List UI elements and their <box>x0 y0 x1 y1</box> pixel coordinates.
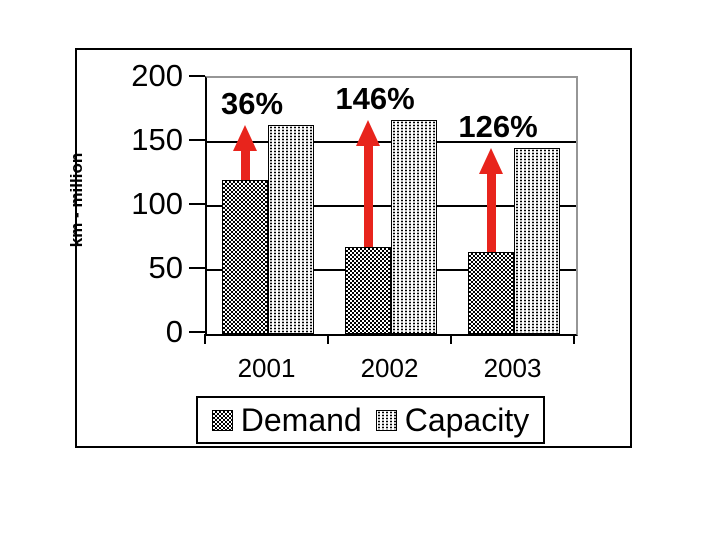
y-axis-label-200: 200 <box>131 58 183 93</box>
x-axis-tick-0 <box>204 334 206 344</box>
arrow-shaft <box>363 142 373 247</box>
legend-label-demand: Demand <box>240 402 362 438</box>
y-axis-tick-100 <box>189 203 205 205</box>
percent-label-2002: 146% <box>335 81 415 117</box>
percent-label-2003: 126% <box>458 109 538 145</box>
x-axis-label-2002: 2002 <box>360 353 419 383</box>
growth-arrow-2001 <box>233 125 257 181</box>
x-axis-tick-2 <box>450 334 452 344</box>
arrow-head-icon <box>356 120 380 147</box>
bar-demand-2003 <box>468 252 514 334</box>
x-axis-label-2003: 2003 <box>483 353 542 383</box>
legend-item-demand: Demand <box>211 402 362 438</box>
y-axis-tick-150 <box>189 139 205 141</box>
legend: Demand Capacity <box>196 396 545 444</box>
y-axis-label-50: 50 <box>148 250 183 285</box>
chart-frame: km - million 36% 146% 126% 0 50 100 150 200 200… <box>68 48 632 448</box>
x-axis-label-2001: 2001 <box>237 353 296 383</box>
bar-capacity-2001 <box>268 125 314 334</box>
percent-label-2001: 36% <box>220 86 284 122</box>
arrow-head-icon <box>479 148 503 175</box>
y-axis-label-100: 100 <box>131 186 183 221</box>
y-axis-title-text: km - million <box>67 152 87 248</box>
y-axis-tick-200 <box>189 75 205 77</box>
bar-capacity-2002 <box>391 120 437 334</box>
plot-area: 36% 146% 126% <box>205 76 578 336</box>
legend-item-capacity: Capacity <box>375 402 530 438</box>
y-axis-tick-50 <box>189 267 205 269</box>
arrow-shaft <box>240 147 250 181</box>
growth-arrow-2002 <box>356 120 380 247</box>
y-axis-label-0: 0 <box>165 314 183 349</box>
arrow-shaft <box>486 170 496 253</box>
x-axis-tick-3 <box>573 334 575 344</box>
bar-capacity-2003 <box>514 148 560 334</box>
y-axis-tick-0 <box>189 331 205 333</box>
legend-label-capacity: Capacity <box>404 402 530 438</box>
growth-arrow-2003 <box>479 148 503 253</box>
legend-swatch-demand-pattern <box>211 409 233 431</box>
x-axis-tick-1 <box>327 334 329 344</box>
y-axis-title: km - million <box>67 125 87 275</box>
bar-demand-2001 <box>222 180 268 334</box>
y-axis-label-150: 150 <box>131 122 183 157</box>
legend-swatch-capacity-pattern <box>375 409 397 431</box>
bar-demand-2002 <box>345 247 391 334</box>
arrow-head-icon <box>233 125 257 152</box>
